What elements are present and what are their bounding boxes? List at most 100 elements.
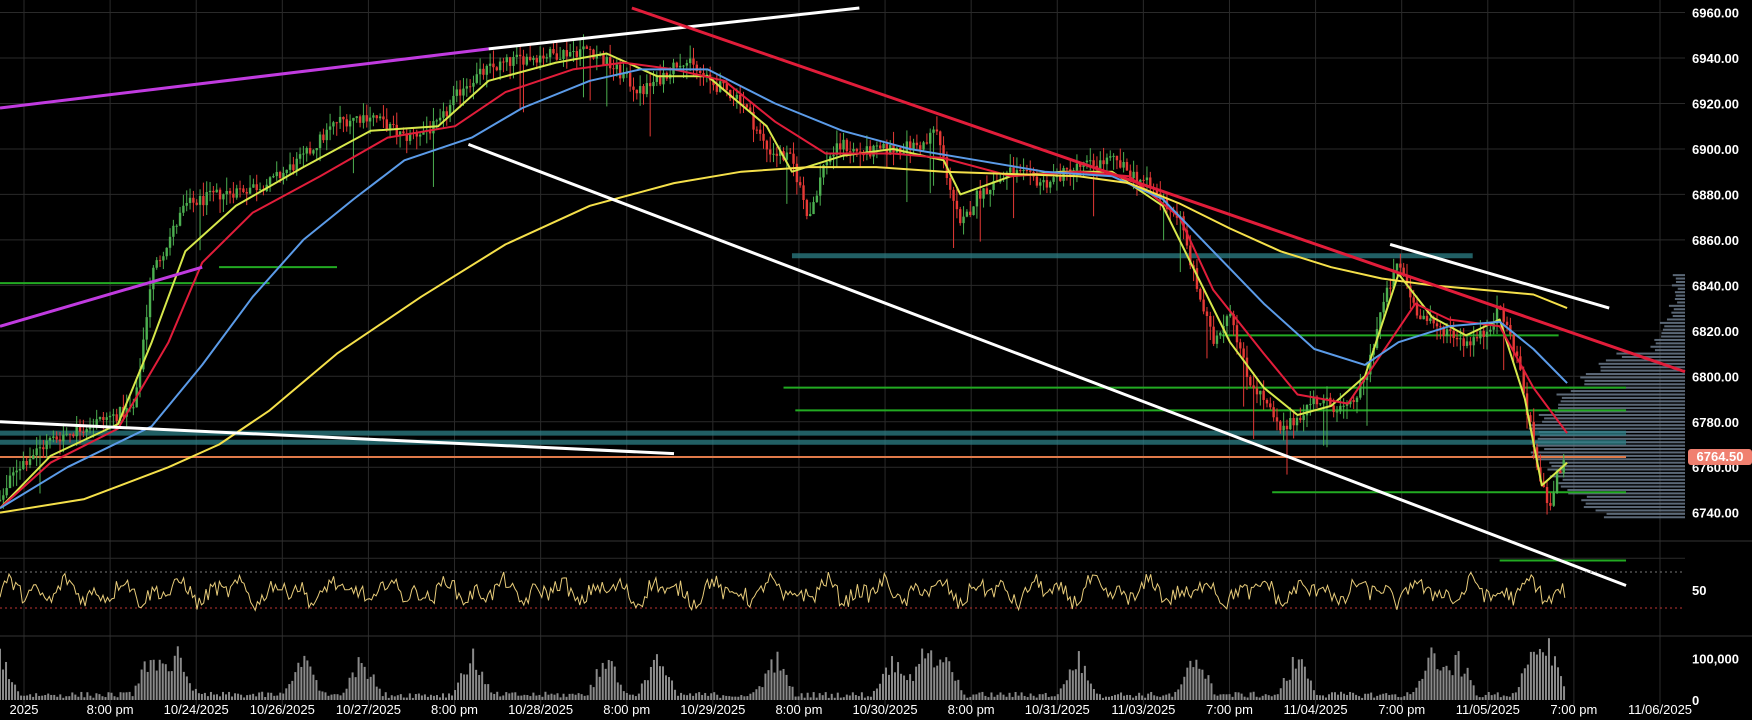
volume-bar: [550, 693, 553, 700]
candle-body: [535, 58, 538, 63]
y-tick-label: 6940.00: [1692, 51, 1739, 66]
volume-bar: [511, 692, 514, 700]
candle-body: [612, 68, 615, 70]
volume-bar: [1210, 683, 1213, 700]
candle-body: [1079, 163, 1082, 167]
candle-body: [1139, 179, 1142, 183]
volume-bar: [1086, 680, 1089, 700]
volume-profile: [1528, 274, 1685, 519]
candles: [0, 34, 1565, 515]
volume-bar: [881, 673, 884, 700]
candle-body: [495, 67, 498, 71]
candle-body: [959, 209, 962, 224]
volume-bar: [158, 659, 161, 700]
volume-bar: [231, 696, 234, 700]
candle-body: [1359, 382, 1362, 398]
profile-bar: [1662, 328, 1685, 331]
candle-body: [715, 85, 719, 92]
candle-body: [108, 415, 112, 418]
volume-bar: [481, 671, 484, 700]
volume-bar: [225, 694, 228, 700]
volume-bar: [161, 663, 164, 700]
candle-body: [755, 129, 759, 131]
profile-bar: [1538, 413, 1685, 416]
volume-bar: [435, 695, 438, 700]
profile-bar: [1661, 332, 1685, 335]
volume-bar: [1532, 651, 1535, 700]
candle-body: [1315, 396, 1319, 405]
profile-bar: [1554, 410, 1685, 413]
candle-body: [592, 49, 595, 59]
candle-body: [682, 65, 685, 67]
candle-body: [1479, 330, 1482, 339]
candle-body: [572, 51, 575, 53]
volume-bar: [1261, 695, 1264, 700]
candle-body: [835, 143, 839, 155]
volume-bar: [1120, 692, 1123, 700]
candle-body: [242, 188, 245, 192]
volume-tick-label: 0: [1692, 693, 1699, 708]
candle-body: [1339, 405, 1342, 412]
volume-bar: [1490, 695, 1493, 700]
volume-bar: [137, 683, 140, 700]
candle-body: [839, 143, 842, 150]
volume-bar: [282, 693, 285, 700]
volume-bar: [658, 666, 661, 700]
volume-bar: [927, 653, 930, 700]
volume-bar: [1418, 680, 1421, 700]
volume-bar: [884, 667, 887, 700]
volume-bar: [261, 691, 264, 700]
candle-body: [552, 49, 555, 54]
candle-body: [1505, 321, 1509, 326]
candle-body: [475, 74, 478, 83]
volume-bar: [11, 682, 14, 700]
volume-bar: [113, 696, 116, 700]
volume-bar: [237, 693, 240, 700]
candle-body: [148, 289, 152, 318]
candle-body: [1249, 377, 1252, 386]
candle-body: [168, 236, 172, 248]
candle-body: [662, 72, 665, 85]
volume-bar: [589, 684, 592, 700]
volume-bar: [872, 690, 875, 700]
volume-bar: [680, 692, 683, 700]
candle-body: [292, 164, 295, 171]
volume-bar: [110, 692, 113, 700]
candle-body: [485, 65, 488, 75]
profile-bar: [1557, 407, 1685, 410]
volume-bar: [1153, 695, 1156, 700]
candle-body: [408, 132, 412, 141]
profile-bar: [1549, 475, 1685, 478]
trendline: [631, 6, 1686, 374]
candle-body: [1475, 337, 1479, 339]
candle-body: [345, 119, 348, 127]
candle-body: [1299, 417, 1302, 421]
candle-body: [1492, 323, 1495, 330]
volume-bar: [420, 695, 423, 700]
candle-body: [1432, 318, 1435, 324]
volume-bar: [499, 696, 502, 700]
volume-bar: [770, 659, 773, 700]
candle-body: [692, 58, 695, 65]
candle-body: [902, 152, 905, 154]
volume-bar: [1502, 695, 1505, 700]
volume-bar: [1334, 692, 1337, 700]
volume-bar: [414, 694, 417, 700]
trendline: [0, 420, 675, 456]
candle-body: [765, 140, 769, 150]
volume-bar: [327, 695, 330, 700]
candle-body: [798, 182, 802, 186]
volume-bar: [348, 677, 351, 700]
volume-bar: [897, 662, 900, 700]
candle-body: [1415, 302, 1419, 316]
volume-bar: [1017, 695, 1020, 700]
candle-body: [745, 104, 749, 108]
x-tick-label: 10/30/2025: [853, 702, 918, 717]
candle-body: [882, 143, 885, 149]
volume-bar: [701, 694, 704, 700]
candle-body: [929, 132, 932, 144]
candle-body: [1302, 415, 1305, 421]
candle-body: [1462, 338, 1465, 346]
volume-bar: [1315, 694, 1318, 700]
